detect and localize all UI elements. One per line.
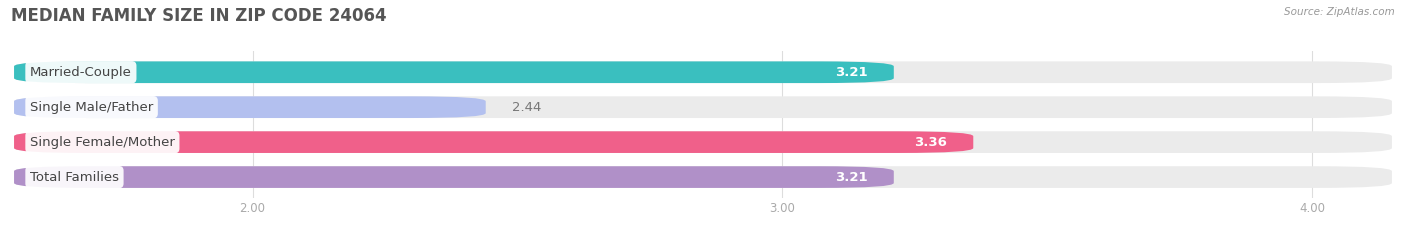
Text: Single Female/Mother: Single Female/Mother (30, 136, 174, 149)
Text: 3.21: 3.21 (835, 171, 868, 184)
Text: Source: ZipAtlas.com: Source: ZipAtlas.com (1284, 7, 1395, 17)
Text: 3.21: 3.21 (835, 66, 868, 79)
FancyBboxPatch shape (14, 166, 894, 188)
FancyBboxPatch shape (14, 96, 1392, 118)
FancyBboxPatch shape (14, 131, 1392, 153)
FancyBboxPatch shape (14, 166, 1392, 188)
Text: Single Male/Father: Single Male/Father (30, 101, 153, 114)
Text: 2.44: 2.44 (512, 101, 541, 114)
FancyBboxPatch shape (14, 61, 894, 83)
Text: MEDIAN FAMILY SIZE IN ZIP CODE 24064: MEDIAN FAMILY SIZE IN ZIP CODE 24064 (11, 7, 387, 25)
FancyBboxPatch shape (14, 131, 973, 153)
Text: 3.36: 3.36 (914, 136, 946, 149)
FancyBboxPatch shape (14, 61, 1392, 83)
Text: Total Families: Total Families (30, 171, 120, 184)
FancyBboxPatch shape (14, 96, 485, 118)
Text: Married-Couple: Married-Couple (30, 66, 132, 79)
